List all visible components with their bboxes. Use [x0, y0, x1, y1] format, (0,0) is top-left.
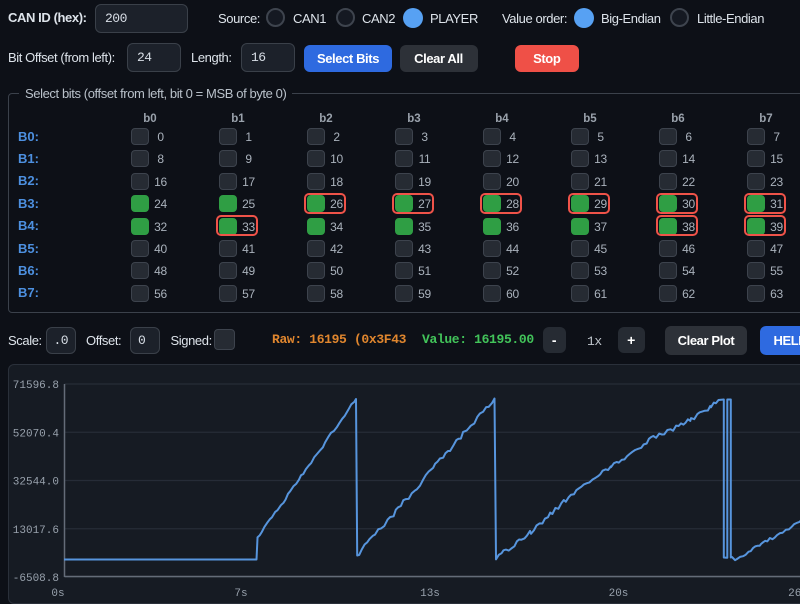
svg-text:13s: 13s — [420, 588, 440, 600]
svg-text:-6508.8: -6508.8 — [13, 573, 59, 585]
svg-text:32544.0: 32544.0 — [13, 477, 59, 489]
svg-text:0s: 0s — [51, 588, 64, 600]
svg-text:13017.6: 13017.6 — [13, 525, 59, 537]
svg-text:7s: 7s — [234, 588, 247, 600]
svg-text:20s: 20s — [609, 588, 629, 600]
svg-text:52070.4: 52070.4 — [13, 428, 60, 440]
svg-text:26s: 26s — [788, 588, 800, 600]
svg-text:71596.8: 71596.8 — [13, 380, 59, 392]
